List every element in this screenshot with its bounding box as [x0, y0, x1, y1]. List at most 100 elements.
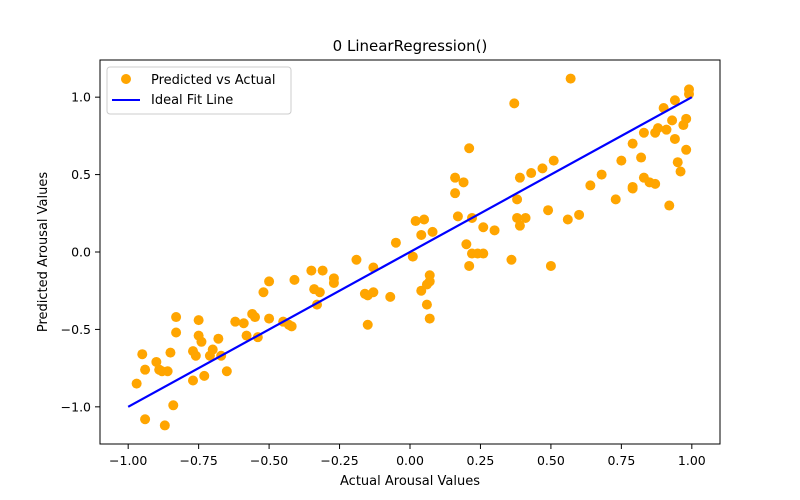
scatter-point-77 [506, 254, 517, 265]
scatter-point-70 [464, 260, 475, 271]
x-axis: −1.00 −0.75 −0.50 −0.25 0.00 0.25 0.50 0.75 1.00 [109, 444, 706, 468]
scatter-point-24 [221, 366, 232, 377]
scatter-point-41 [314, 287, 325, 298]
scatter-point-80 [512, 212, 523, 223]
scatter-point-83 [520, 212, 531, 223]
scatter-point-53 [407, 251, 418, 262]
legend: Predicted vs Actual Ideal Fit Line [106, 66, 292, 115]
scatter-point-33 [264, 276, 275, 287]
scatter-point-90 [565, 73, 576, 84]
scatter-point-67 [458, 177, 469, 188]
scatter-point-11 [171, 327, 182, 338]
scatter-point-52 [390, 237, 401, 248]
scatter-point-74 [478, 248, 489, 259]
scatter-point-49 [368, 287, 379, 298]
x-axis-label: Actual Arousal Values [340, 474, 480, 489]
x-tick-label: 0.25 [467, 453, 495, 468]
scatter-point-84 [526, 168, 537, 179]
scatter-point-14 [188, 375, 198, 386]
scatter-point-82 [514, 172, 525, 183]
scatter-point-45 [351, 254, 362, 265]
scatter-point-94 [610, 194, 621, 205]
ideal-fit-line [127, 96, 693, 408]
scatter-point-110 [669, 133, 680, 144]
scatter-point-97 [627, 183, 638, 194]
chart-title: 0 LinearRegression() [333, 37, 488, 55]
scatter-point-85 [537, 163, 548, 174]
plot-area [127, 73, 694, 431]
scatter-point-64 [450, 188, 461, 199]
scatter-point-1 [137, 349, 148, 360]
scatter-point-3 [140, 414, 151, 425]
scatter-point-15 [190, 350, 201, 361]
scatter-point-31 [258, 287, 269, 298]
scatter-point-18 [196, 336, 207, 347]
scatter-point-12 [171, 312, 182, 323]
scatter-point-118 [684, 89, 694, 100]
scatter-point-36 [286, 321, 297, 332]
scatter-point-63 [427, 226, 438, 237]
scatter-point-4 [151, 356, 162, 367]
scatter-point-93 [596, 169, 607, 180]
scatter-point-27 [241, 330, 252, 341]
scatter-point-100 [638, 127, 649, 138]
scatter-point-103 [650, 178, 661, 189]
legend-box [106, 66, 292, 115]
scatter-point-0 [131, 378, 142, 389]
y-tick-label: 0.5 [71, 167, 91, 182]
scatter-point-76 [489, 225, 500, 236]
scatter-point-61 [424, 276, 435, 287]
x-tick-label: −1.00 [109, 453, 147, 468]
scatter-point-113 [675, 166, 686, 177]
scatter-point-105 [653, 123, 663, 134]
scatter-point-95 [616, 155, 627, 166]
x-tick-label: 1.00 [678, 453, 706, 468]
x-tick-label: 0.00 [396, 453, 424, 468]
y-tick-label: 0.0 [71, 245, 91, 260]
scatter-point-86 [543, 205, 554, 216]
scatter-point-68 [461, 239, 472, 250]
scatter-point-17 [193, 315, 204, 326]
legend-label-scatter: Predicted vs Actual [151, 73, 275, 88]
scatter-point-8 [162, 366, 173, 377]
x-tick-label: 0.75 [607, 453, 635, 468]
scatter-point-58 [421, 299, 432, 310]
scatter-point-87 [545, 260, 556, 271]
x-tick-label: −0.25 [320, 453, 358, 468]
scatter-point-107 [661, 124, 672, 135]
scatter-point-9 [165, 347, 176, 358]
scatter-point-108 [664, 200, 675, 211]
scatter-point-116 [681, 144, 692, 155]
scatter-point-25 [230, 316, 241, 327]
scatter-point-10 [168, 400, 179, 411]
scatter-point-89 [562, 214, 573, 225]
scatter-point-47 [362, 319, 373, 330]
scatter-point-91 [574, 209, 585, 220]
x-tick-label: −0.50 [250, 453, 288, 468]
scatter-point-109 [667, 115, 678, 126]
scatter-point-44 [328, 277, 339, 288]
scatter-point-78 [509, 98, 520, 109]
scatter-point-56 [416, 229, 427, 240]
scatter-point-21 [207, 344, 218, 355]
legend-marker-scatter [121, 74, 131, 84]
legend-label-line: Ideal Fit Line [151, 93, 233, 108]
scatter-point-37 [289, 274, 300, 285]
scatter-point-32 [264, 313, 275, 324]
scatter-point-19 [199, 370, 210, 381]
y-axis-label: Predicted Arousal Values [36, 172, 51, 332]
scatter-point-98 [627, 138, 638, 149]
scatter-point-115 [681, 113, 692, 124]
scatter-point-66 [452, 211, 463, 222]
y-tick-label: −0.5 [61, 322, 91, 337]
scatter-point-42 [317, 265, 328, 276]
scatter-point-111 [669, 95, 680, 106]
scatter-point-99 [636, 152, 647, 163]
scatter-point-92 [585, 180, 596, 191]
y-tick-label: 1.0 [71, 90, 91, 105]
scatter-point-88 [548, 155, 559, 166]
scatter-point-57 [419, 214, 430, 225]
scatter-point-65 [450, 172, 461, 183]
scatter-point-62 [424, 313, 435, 324]
scatter-point-81 [514, 220, 525, 231]
